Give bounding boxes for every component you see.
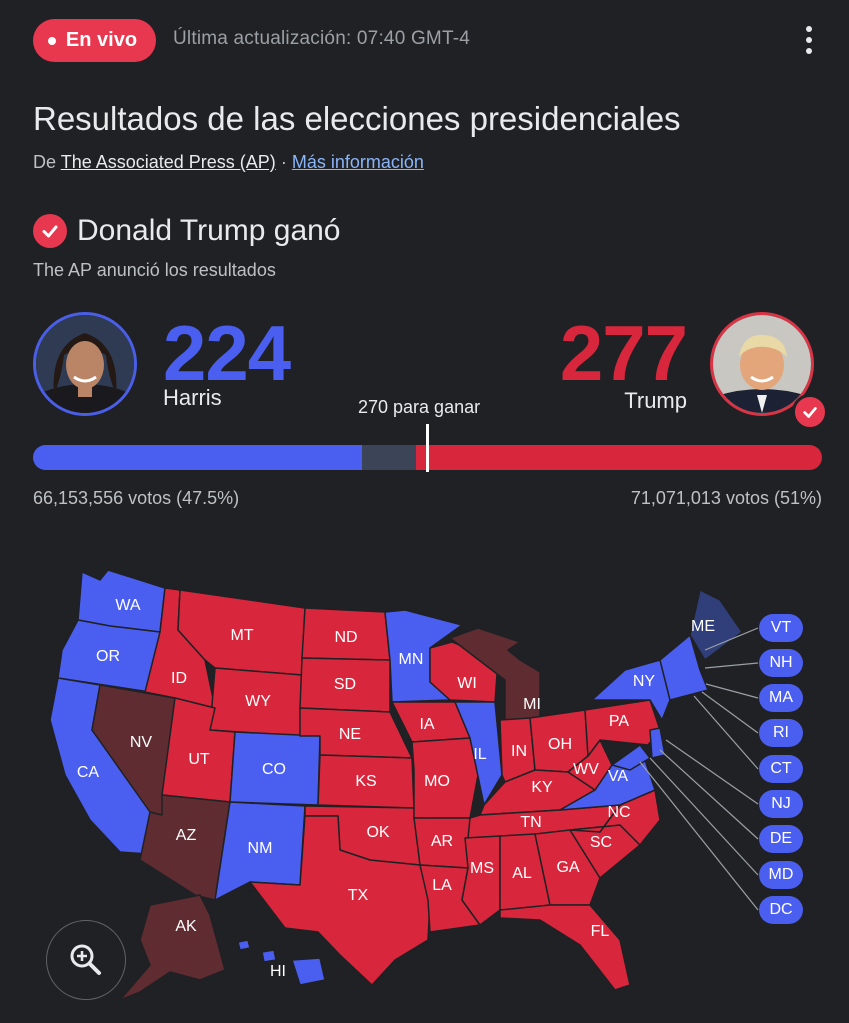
label-FL: FL xyxy=(591,923,610,940)
label-OK: OK xyxy=(366,824,389,841)
harris-name: Harris xyxy=(163,385,222,410)
publisher-link[interactable]: The Associated Press (AP) xyxy=(60,152,276,172)
trump-winner-check-icon xyxy=(792,394,828,430)
state-HI-2 xyxy=(261,949,277,963)
state-HI-1 xyxy=(237,939,251,951)
label-AL: AL xyxy=(512,865,532,882)
zoom-in-icon[interactable] xyxy=(46,920,126,1000)
label-IN: IN xyxy=(511,743,527,760)
trump-progress-segment xyxy=(415,445,822,470)
label-KS: KS xyxy=(355,773,376,790)
label-ND: ND xyxy=(334,629,357,646)
label-AK: AK xyxy=(175,918,197,935)
more-info-link[interactable]: Más información xyxy=(291,152,424,172)
threshold-label: 270 para ganar xyxy=(358,397,481,417)
state-WV xyxy=(567,739,613,791)
winner-subtext: The AP anunció los resultados xyxy=(33,260,276,280)
label-NE: NE xyxy=(339,726,361,743)
state-TX xyxy=(249,815,431,986)
label-CO: CO xyxy=(262,761,286,778)
callout-VT[interactable]: VT xyxy=(759,614,803,642)
winner-row: Donald Trump ganó xyxy=(33,214,341,248)
label-WI: WI xyxy=(457,675,477,692)
uncalled-progress-segment xyxy=(361,445,416,470)
label-KY: KY xyxy=(531,779,553,796)
label-LA: LA xyxy=(432,877,452,894)
more-vert-icon[interactable] xyxy=(796,22,822,58)
state-NE-states xyxy=(659,634,709,701)
label-MO: MO xyxy=(424,773,450,790)
trump-electoral-votes: 277 xyxy=(559,309,688,397)
winner-headline: Donald Trump ganó xyxy=(77,214,341,247)
label-ME: ME xyxy=(691,618,715,635)
check-circle-icon xyxy=(33,214,67,248)
live-label: En vivo xyxy=(65,29,138,51)
label-HI: HI xyxy=(270,963,286,980)
state-ME xyxy=(689,589,743,661)
threshold-marker xyxy=(426,424,429,472)
label-NM: NM xyxy=(248,840,273,857)
last-updated: Última actualización: 07:40 GMT-4 xyxy=(173,28,470,49)
source-line: De The Associated Press (AP) · Más infor… xyxy=(33,152,424,173)
callout-DE[interactable]: DE xyxy=(759,825,803,853)
label-WA: WA xyxy=(115,597,141,614)
live-dot-icon xyxy=(47,36,56,45)
callout-CT[interactable]: CT xyxy=(759,755,803,783)
state-FL xyxy=(499,904,631,991)
label-NV: NV xyxy=(130,734,153,751)
state-MI xyxy=(449,627,541,721)
label-IL: IL xyxy=(473,746,486,763)
callout-MD[interactable]: MD xyxy=(759,861,803,889)
harris-progress-segment xyxy=(33,445,362,470)
label-ID: ID xyxy=(171,670,187,687)
top-bar: En vivo Última actualización: 07:40 GMT-… xyxy=(0,0,849,80)
state-AK xyxy=(119,894,226,1001)
harris-avatar xyxy=(33,312,137,416)
label-IA: IA xyxy=(419,716,434,733)
callout-MA[interactable]: MA xyxy=(759,684,803,712)
label-VA: VA xyxy=(608,768,628,785)
harris-popular-votes: 66,153,556 votos (47.5%) xyxy=(33,488,240,508)
results-map[interactable]: WA OR CA NV ID MT WY UT AZ CO NM ND SD N… xyxy=(0,560,849,1023)
label-AZ: AZ xyxy=(176,827,197,844)
label-OR: OR xyxy=(96,648,120,665)
source-separator: · xyxy=(280,152,287,172)
state-NJ xyxy=(649,727,666,759)
source-prefix: De xyxy=(33,152,57,172)
trump-popular-votes: 71,071,013 votos (51%) xyxy=(630,488,822,508)
label-WY: WY xyxy=(245,693,271,710)
trump-avatar xyxy=(710,312,814,416)
label-NC: NC xyxy=(607,804,630,821)
state-IL xyxy=(454,701,503,806)
label-SD: SD xyxy=(334,676,356,693)
label-MT: MT xyxy=(230,627,253,644)
harris-electoral-votes: 224 xyxy=(163,309,291,397)
label-MS: MS xyxy=(470,860,494,877)
label-PA: PA xyxy=(609,713,629,730)
label-GA: GA xyxy=(556,859,579,876)
label-UT: UT xyxy=(188,751,210,768)
label-OH: OH xyxy=(548,736,572,753)
label-CA: CA xyxy=(77,764,100,781)
electoral-progress-bar xyxy=(33,445,822,470)
state-HI-3 xyxy=(291,957,326,986)
label-MN: MN xyxy=(399,651,424,668)
label-WV: WV xyxy=(573,761,599,778)
callout-RI[interactable]: RI xyxy=(759,719,803,747)
callout-DC[interactable]: DC xyxy=(759,896,803,924)
page-title: Resultados de las elecciones presidencia… xyxy=(33,100,681,137)
label-TN: TN xyxy=(520,814,541,831)
live-badge[interactable]: En vivo xyxy=(33,19,156,62)
callout-NH[interactable]: NH xyxy=(759,649,803,677)
label-NY: NY xyxy=(633,673,656,690)
label-AR: AR xyxy=(431,833,453,850)
label-SC: SC xyxy=(590,834,612,851)
trump-name: Trump xyxy=(624,388,687,413)
label-TX: TX xyxy=(348,887,369,904)
label-MI: MI xyxy=(523,696,541,713)
state-GA xyxy=(534,829,601,906)
callout-NJ[interactable]: NJ xyxy=(759,790,803,818)
